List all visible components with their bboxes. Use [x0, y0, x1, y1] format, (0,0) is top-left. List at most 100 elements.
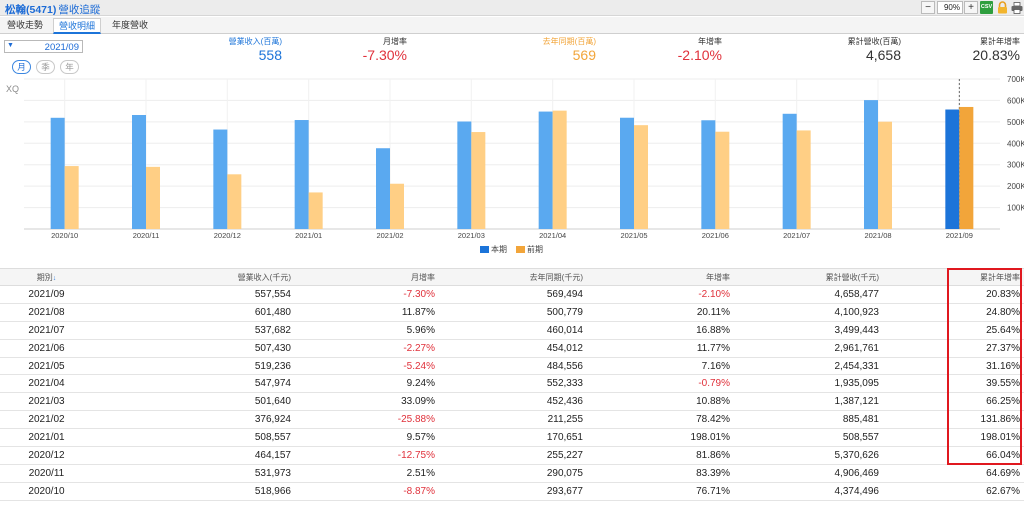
cell-cum-revenue: 885,481: [734, 410, 883, 430]
y-tick-label: 200K: [1007, 182, 1024, 191]
table-row[interactable]: 2020/12 464,157 -12.75% 255,227 81.86% 5,370,…: [0, 446, 1024, 465]
cell-period: 2021/05: [0, 357, 93, 376]
column-header-prev-year[interactable]: 去年同期(千元): [439, 268, 587, 286]
x-tick-label: 2021/05: [620, 231, 647, 240]
column-header-mom[interactable]: 月增率: [295, 268, 439, 286]
cell-revenue: 507,430: [93, 339, 295, 358]
cell-prev-year: 293,677: [439, 482, 587, 501]
legend-previous: 前期: [516, 244, 543, 255]
printer-icon[interactable]: [1011, 2, 1023, 14]
cell-mom: -25.88%: [295, 410, 439, 430]
column-header-period[interactable]: 期別↓: [0, 268, 93, 286]
period-quarter-button[interactable]: 季: [36, 60, 55, 74]
cell-mom: -8.87%: [295, 482, 439, 501]
x-tick-label: 2021/02: [376, 231, 403, 240]
stock-name: 松翰(5471): [5, 4, 57, 16]
cell-cum-revenue: 1,935,095: [734, 374, 883, 394]
period-month-button[interactable]: 月: [12, 60, 31, 74]
table-row[interactable]: 2021/04 547,974 9.24% 552,333 -0.79% 1,935,09…: [0, 374, 1024, 394]
bar-previous: [634, 125, 648, 229]
table-row[interactable]: 2021/09 557,554 -7.30% 569,494 -2.10% 4,658,4…: [0, 285, 1024, 304]
cell-mom: -12.75%: [295, 446, 439, 465]
column-header-cum-revenue[interactable]: 累計營收(千元): [734, 268, 883, 286]
zoom-out-button[interactable]: −: [921, 1, 935, 14]
x-tick-label: 2021/04: [539, 231, 566, 240]
table-row[interactable]: 2020/10 518,966 -8.87% 293,677 76.71% 4,374,4…: [0, 482, 1024, 501]
summary-prev-year-value: 569: [572, 47, 596, 63]
table-row[interactable]: 2021/03 501,640 33.09% 452,436 10.88% 1,387,1…: [0, 392, 1024, 412]
cell-cum-revenue: 4,658,477: [734, 285, 883, 304]
cell-yoy: 16.88%: [587, 321, 734, 340]
cell-revenue: 601,480: [93, 303, 295, 322]
table-row[interactable]: 2021/08 601,480 11.87% 500,779 20.11% 4,100,9…: [0, 303, 1024, 322]
cell-cum-revenue: 4,374,496: [734, 482, 883, 501]
bar-current: [132, 115, 146, 229]
cell-period: 2021/06: [0, 339, 93, 358]
cell-yoy: 7.16%: [587, 357, 734, 376]
cell-mom: 9.24%: [295, 374, 439, 394]
cell-mom: -2.27%: [295, 339, 439, 358]
x-tick-label: 2021/07: [783, 231, 810, 240]
zoom-in-button[interactable]: +: [964, 1, 978, 14]
y-tick-label: 600K: [1007, 96, 1024, 105]
tab-annual-revenue[interactable]: 年度營收: [112, 20, 149, 30]
revenue-bar-chart[interactable]: 100K 200K 300K 400K 500K 600K 700K 2020/10 2020/…: [0, 75, 1024, 243]
date-select[interactable]: ▼ 2021/09: [4, 40, 83, 53]
cell-cum-yoy: 27.37%: [883, 339, 1024, 358]
cell-cum-revenue: 2,454,331: [734, 357, 883, 376]
summary-yoy-value: -2.10%: [677, 47, 722, 63]
table-row[interactable]: 2021/06 507,430 -2.27% 454,012 11.77% 2,961,7…: [0, 339, 1024, 358]
table-row[interactable]: 2020/11 531,973 2.51% 290,075 83.39% 4,906,46…: [0, 464, 1024, 483]
x-tick-label: 2021/09: [946, 231, 973, 240]
cell-prev-year: 211,255: [439, 410, 587, 430]
summary-prev-year-label: 去年同期(百萬): [542, 37, 596, 46]
cell-cum-revenue: 4,100,923: [734, 303, 883, 322]
bar-current: [457, 121, 472, 229]
cell-revenue: 518,966: [93, 482, 295, 501]
column-header-cum-yoy[interactable]: 累計年增率: [883, 268, 1024, 286]
csv-export-icon[interactable]: CSV: [980, 1, 993, 14]
legend-current-swatch: [480, 246, 489, 253]
bar-previous: [878, 121, 892, 229]
y-tick-label: 300K: [1007, 161, 1024, 170]
x-tick-label: 2020/11: [133, 231, 160, 240]
cell-revenue: 531,973: [93, 464, 295, 483]
table-header-row: 期別↓ 營業收入(千元) 月增率 去年同期(千元) 年增率 累計營收(千元) 累…: [0, 268, 1024, 286]
cell-yoy: 198.01%: [587, 428, 734, 448]
table-row[interactable]: 2021/01 508,557 9.57% 170,651 198.01% 508,557…: [0, 428, 1024, 448]
tab-revenue-trend[interactable]: 營收走勢: [7, 20, 44, 30]
x-tick-label: 2021/06: [702, 231, 729, 240]
zoom-level[interactable]: 90%: [937, 1, 963, 14]
summary-cum-yoy-label: 累計年增率: [980, 37, 1020, 46]
summary-yoy-label: 年增率: [698, 37, 722, 46]
bar-current: [50, 117, 65, 229]
summary-cum-revenue-value: 4,658: [865, 47, 901, 63]
cell-prev-year: 484,556: [439, 357, 587, 376]
cell-mom: 5.96%: [295, 321, 439, 340]
bar-previous: [64, 166, 79, 229]
cell-prev-year: 500,779: [439, 303, 587, 322]
period-year-button[interactable]: 年: [60, 60, 79, 74]
bar-current: [213, 129, 228, 229]
column-header-yoy[interactable]: 年增率: [587, 268, 734, 286]
bar-current: [945, 109, 960, 229]
table-row[interactable]: 2021/02 376,924 -25.88% 211,255 78.42% 885,48…: [0, 410, 1024, 430]
table-row[interactable]: 2021/07 537,682 5.96% 460,014 16.88% 3,499,44…: [0, 321, 1024, 340]
summary-mom-label: 月增率: [383, 37, 407, 46]
tab-revenue-detail[interactable]: 營收明細: [53, 18, 102, 34]
column-header-revenue[interactable]: 營業收入(千元): [93, 268, 295, 286]
legend-previous-label: 前期: [527, 245, 543, 254]
lock-icon[interactable]: [997, 1, 1008, 14]
cell-mom: 2.51%: [295, 464, 439, 483]
cell-mom: 9.57%: [295, 428, 439, 448]
x-tick-label: 2020/10: [51, 231, 78, 240]
bar-current: [294, 120, 309, 229]
revenue-table: 期別↓ 營業收入(千元) 月增率 去年同期(千元) 年增率 累計營收(千元) 累…: [0, 268, 1024, 501]
summary-revenue-value: 558: [258, 47, 282, 63]
cell-revenue: 501,640: [93, 392, 295, 412]
table-row[interactable]: 2021/05 519,236 -5.24% 484,556 7.16% 2,454,33…: [0, 357, 1024, 376]
watermark: XQ: [6, 84, 20, 94]
cell-period: 2021/07: [0, 321, 93, 340]
cell-cum-yoy: 66.25%: [883, 392, 1024, 412]
cell-yoy: 20.11%: [587, 303, 734, 322]
